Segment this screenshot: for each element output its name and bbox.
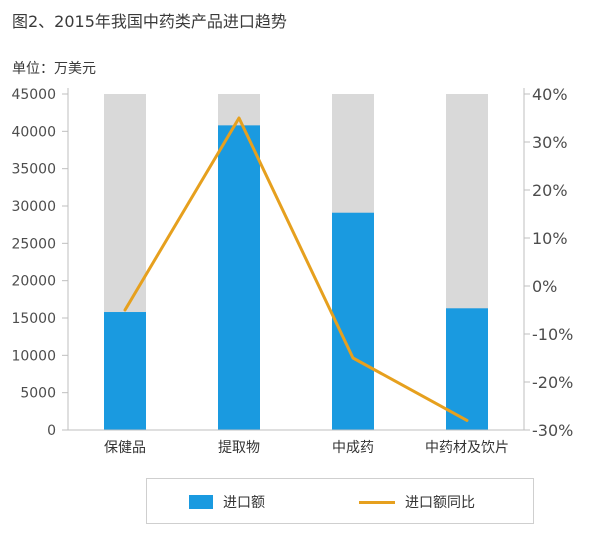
- right-tick-label: -30%: [532, 421, 573, 440]
- left-tick-label: 35000: [11, 162, 56, 178]
- right-tick-label: 10%: [532, 229, 568, 248]
- category-label: 提取物: [218, 440, 260, 456]
- background-bars: [104, 94, 488, 430]
- left-tick-label: 10000: [11, 348, 56, 364]
- category-label: 中成药: [332, 440, 374, 456]
- left-tick-label: 15000: [11, 311, 56, 327]
- yoy-line: [123, 116, 469, 422]
- legend-line-label: 进口额同比: [405, 495, 475, 511]
- right-tick-label: 20%: [532, 181, 568, 200]
- right-tick-label: 0%: [532, 277, 557, 296]
- bars: [104, 125, 488, 431]
- category-labels: 保健品 提取物 中成药 中药材及饮片: [104, 440, 509, 456]
- right-axis-ticks: -30% -20% -10% 0% 10% 20% 30% 40%: [524, 85, 573, 440]
- bar-4: [446, 308, 488, 430]
- right-tick-label: -10%: [532, 325, 573, 344]
- legend-bar-swatch: [189, 495, 213, 509]
- category-label: 中药材及饮片: [425, 440, 509, 456]
- left-tick-label: 30000: [11, 199, 56, 215]
- bar-1: [104, 312, 146, 430]
- left-tick-label: 40000: [11, 124, 56, 140]
- left-axis-ticks: 0 5000 10000 15000 20000 25000 30000 35000 40000…: [11, 87, 68, 439]
- legend-line-swatch: [359, 500, 395, 504]
- right-tick-label: 30%: [532, 133, 568, 152]
- legend-item-line: 进口额同比: [359, 493, 475, 511]
- left-tick-label: 5000: [20, 386, 56, 402]
- legend-bar-label: 进口额: [223, 495, 265, 511]
- chart-plot: 0 5000 10000 15000 20000 25000 30000 35000 40000…: [11, 85, 573, 456]
- left-tick-label: 0: [47, 423, 56, 439]
- category-label: 保健品: [104, 440, 146, 456]
- right-tick-label: 40%: [532, 85, 568, 104]
- right-tick-label: -20%: [532, 373, 573, 392]
- chart-title: 图2、2015年我国中药类产品进口趋势: [12, 12, 287, 31]
- left-tick-label: 25000: [11, 236, 56, 252]
- unit-label: 单位：万美元: [12, 61, 96, 77]
- legend: 进口额 进口额同比: [146, 478, 534, 524]
- bar-3: [332, 212, 374, 430]
- legend-item-bar: 进口额: [189, 493, 265, 511]
- left-tick-label: 20000: [11, 274, 56, 290]
- left-tick-label: 45000: [11, 87, 56, 103]
- bar-2: [218, 125, 260, 431]
